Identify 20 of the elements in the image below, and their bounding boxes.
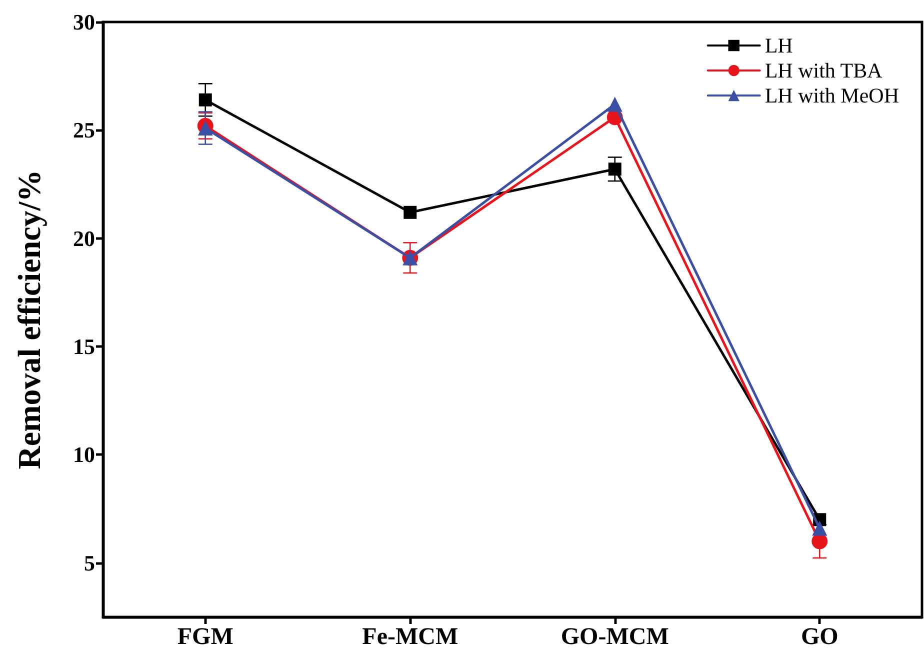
x-tick-label: FGM <box>177 624 234 650</box>
y-tick-label: 20 <box>73 226 95 251</box>
point <box>608 162 622 176</box>
y-tick-label: 25 <box>73 118 95 143</box>
y-tick-label: 15 <box>73 334 95 360</box>
y-tick-label: 5 <box>84 550 95 576</box>
point <box>607 96 622 112</box>
point <box>404 206 417 219</box>
x-tick-label: Fe-MCM <box>362 624 458 650</box>
legend-label: LH with MeOH <box>764 84 900 108</box>
point <box>198 93 212 106</box>
x-tick-label: GO-MCM <box>560 624 669 650</box>
x-tick-label: GO <box>800 624 838 650</box>
point <box>812 520 828 536</box>
y-axis-title: Removal efficiency/% <box>11 170 47 470</box>
y-tick-label: 10 <box>73 442 95 468</box>
y-tick-label: 30 <box>73 10 95 34</box>
point <box>198 120 213 136</box>
legend-label: LH with TBA <box>764 58 884 82</box>
legend-label: LH <box>764 34 793 58</box>
